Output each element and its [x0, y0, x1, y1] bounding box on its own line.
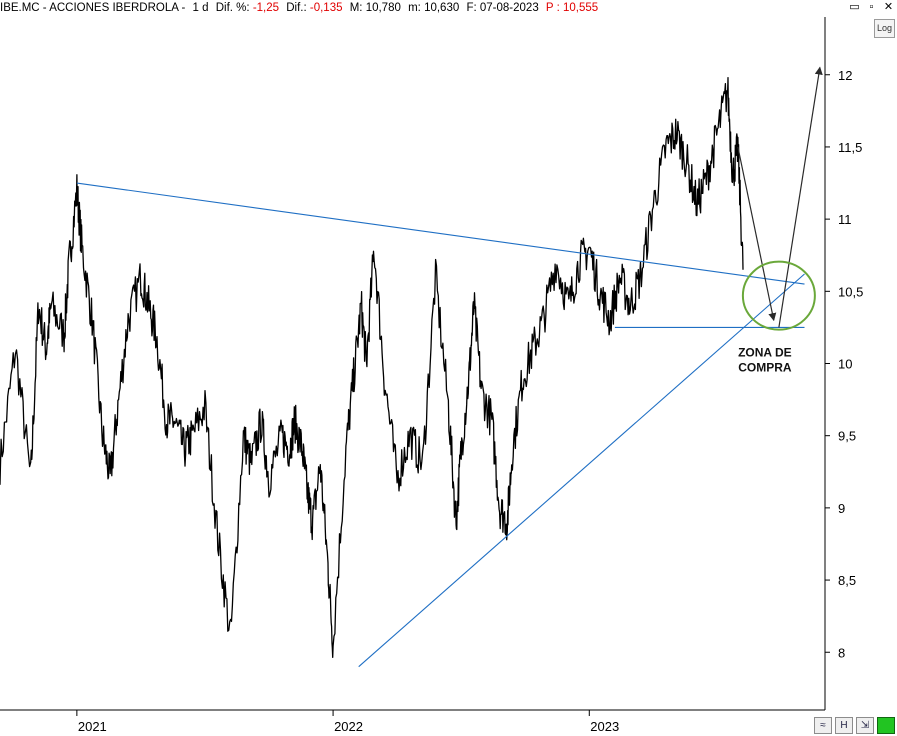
interval-label: 1 d	[192, 2, 209, 14]
y-tick-label: 11,5	[838, 140, 862, 155]
log-scale-button[interactable]: Log	[874, 19, 895, 38]
y-tick-label: 10	[838, 357, 852, 372]
price-label: P :	[545, 2, 560, 14]
dif-value: -0,135	[309, 2, 343, 14]
max-value: 10,780	[365, 2, 401, 14]
status-indicator-button[interactable]	[877, 717, 895, 734]
y-tick-label: 8,5	[838, 573, 856, 588]
y-tick-label: 8	[838, 645, 845, 660]
annotation-line: COMPRA	[738, 360, 792, 374]
dif-label: Dif.:	[286, 2, 307, 14]
upper-trendline	[76, 182, 805, 285]
x-tick-label: 2023	[590, 719, 619, 734]
buy-zone-circle	[741, 260, 816, 331]
min-label: m:	[408, 2, 421, 14]
price-value: 10,555	[562, 2, 599, 14]
price-series-line	[0, 76, 744, 659]
date-value: 07-08-2023	[479, 2, 539, 14]
y-tick-label: 11	[838, 212, 852, 227]
date-label: F:	[466, 2, 477, 14]
zona-de-compra-annotation: ZONA DE COMPRA	[738, 345, 792, 374]
title-bar: IBE.MC - ACCIONES IBERDROLA - 1 d Dif. %…	[0, 0, 897, 17]
resize-tool-button[interactable]: ⇲	[856, 717, 874, 734]
y-tick-label: 10,5	[838, 284, 863, 299]
h-tool-button[interactable]: H	[835, 717, 853, 734]
min-value: 10,630	[424, 2, 460, 14]
x-tick-label: 2022	[334, 719, 363, 734]
close-button[interactable]: ✕	[883, 1, 894, 13]
y-tick-label: 9,5	[838, 429, 856, 444]
bottom-toolbar: ≈ H ⇲	[814, 717, 895, 734]
dif-pct-label: Dif. %:	[215, 2, 250, 14]
down-arrow	[737, 146, 777, 322]
wave-tool-button[interactable]: ≈	[814, 717, 832, 734]
minimize-button[interactable]: ▭	[849, 1, 860, 13]
annotation-line: ZONA DE	[738, 345, 792, 359]
dif-pct-value: -1,25	[252, 2, 280, 14]
restore-button[interactable]: ▫	[869, 1, 874, 13]
y-tick-label: 12	[838, 68, 852, 83]
x-tick-label: 2021	[78, 719, 107, 734]
up-arrow	[778, 66, 823, 328]
symbol-label: IBE.MC - ACCIONES IBERDROLA -	[0, 2, 186, 14]
window-controls: ▭ ▫ ✕	[848, 2, 895, 14]
lower-trendline	[358, 273, 805, 668]
max-label: M:	[349, 2, 363, 14]
y-tick-label: 9	[838, 501, 845, 516]
